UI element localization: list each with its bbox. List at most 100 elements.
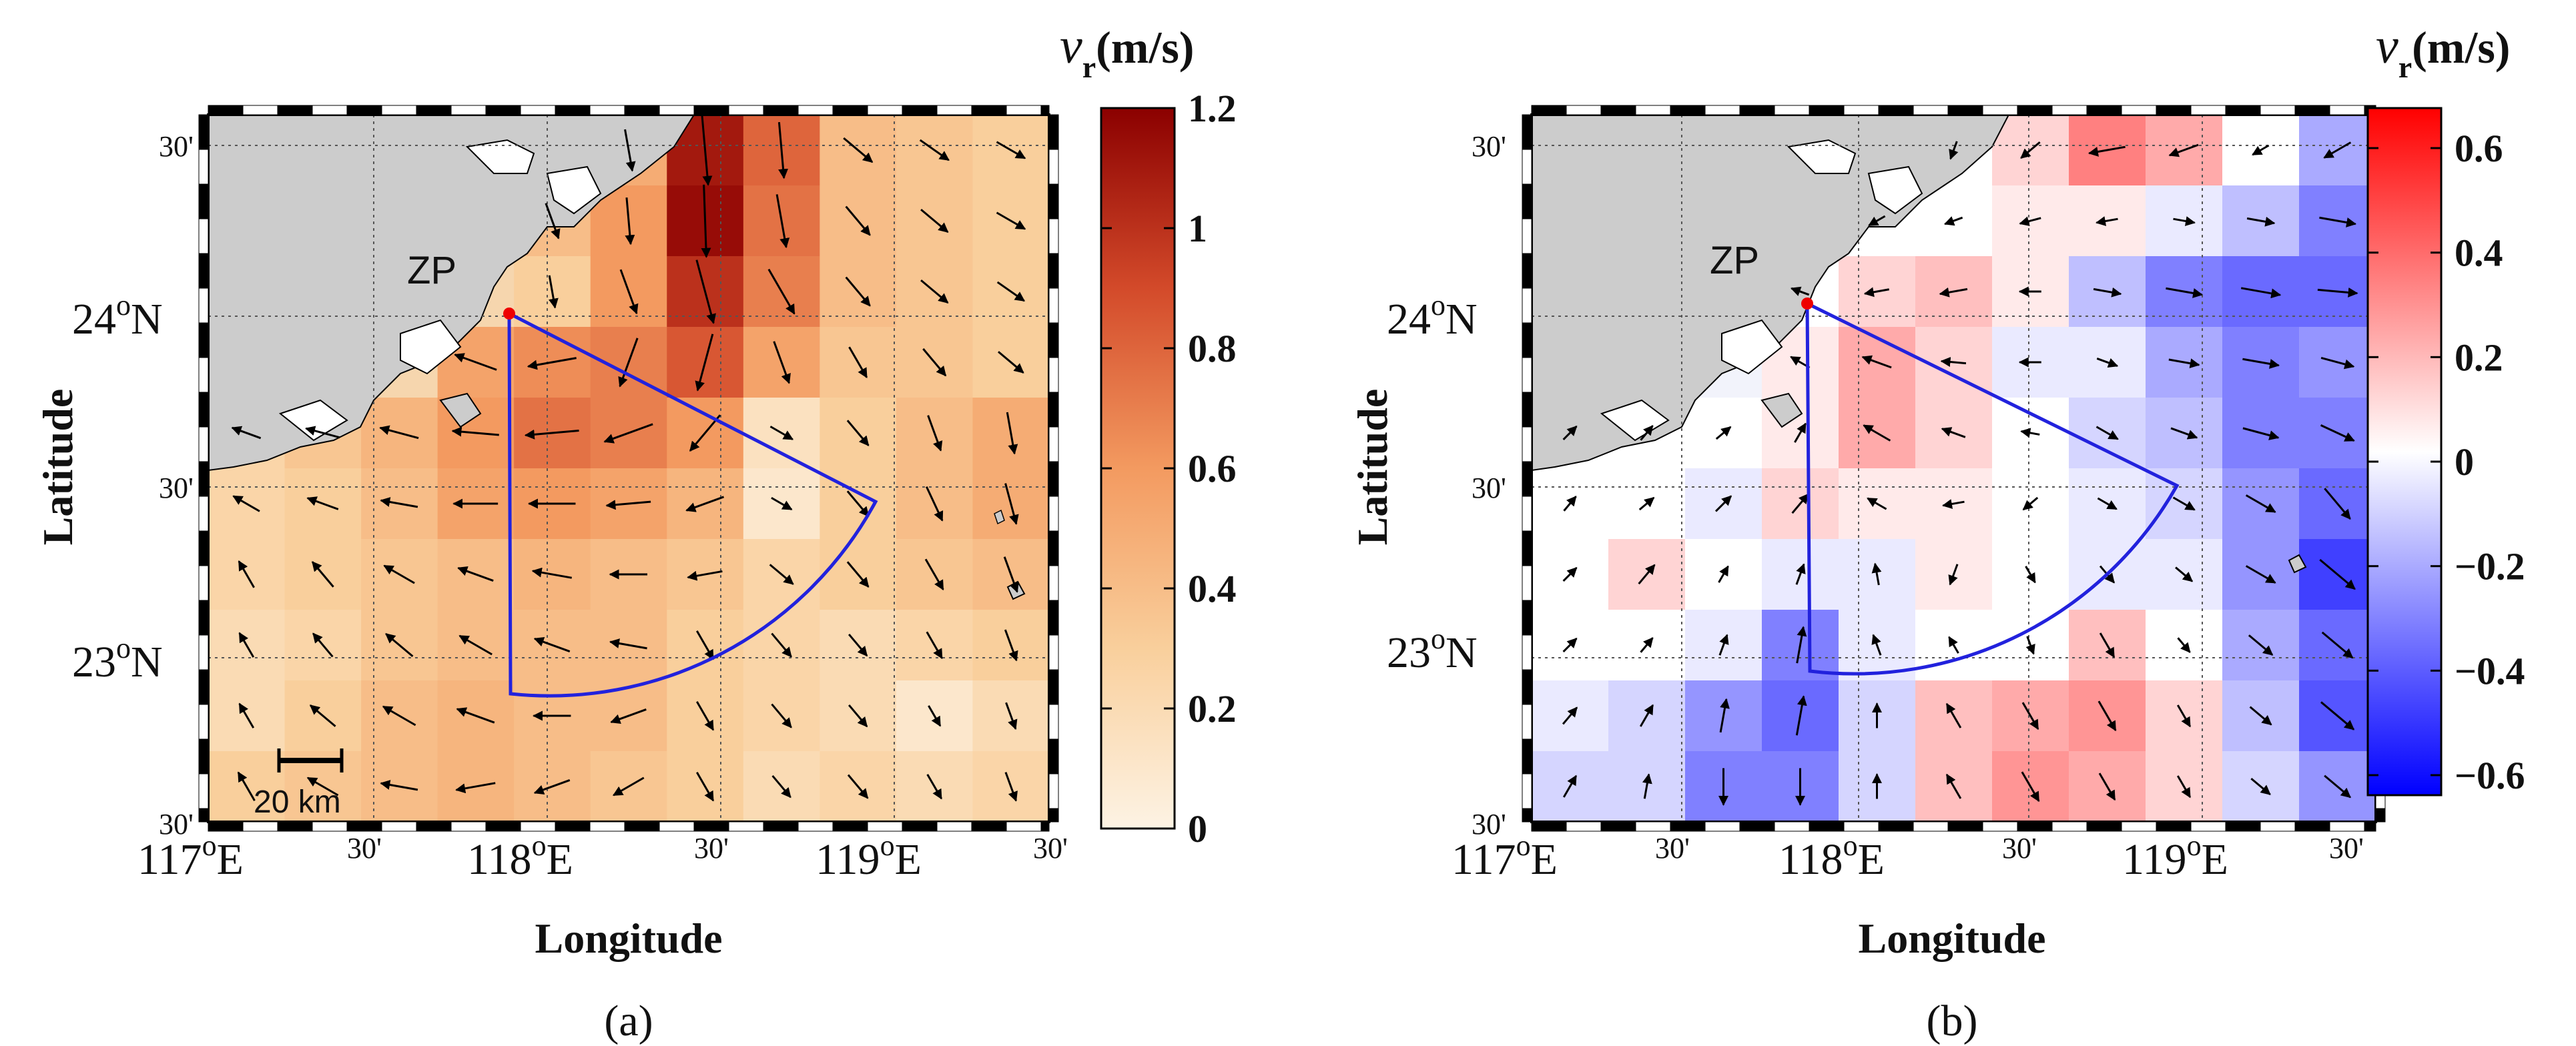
frame-segment — [1522, 149, 1532, 185]
current-vector — [1949, 141, 1959, 160]
radar-coverage-sector-a — [507, 310, 878, 698]
frame-segment — [1809, 821, 1845, 832]
frame-segment — [2121, 105, 2157, 115]
frame-segment — [1048, 288, 1059, 324]
lat-ticks-a: 30' 24oN 30' 23oN 30' — [72, 130, 194, 841]
frame-segment — [1048, 773, 1059, 809]
frame-segment — [763, 821, 799, 832]
frame-segment — [485, 105, 521, 115]
frame-segment — [1522, 322, 1532, 358]
frame-segment — [1048, 114, 1059, 150]
lat-tick-b-3: 30' — [1472, 472, 1506, 504]
lon-ticks-b: 117oE 30' 118oE 30' 119oE 30' — [1452, 829, 2364, 884]
frame-segment — [589, 821, 625, 832]
frame-segment — [763, 105, 799, 115]
map-b-frame — [1522, 105, 2386, 832]
current-vector — [925, 486, 944, 522]
frame-segment — [1522, 253, 1532, 289]
current-vector — [451, 426, 499, 437]
current-vector — [454, 353, 497, 371]
current-vector — [458, 634, 493, 656]
frame-segment — [2121, 821, 2157, 832]
current-vector — [238, 632, 255, 658]
current-vector — [919, 139, 950, 161]
frame-segment — [2294, 105, 2330, 115]
current-vector — [2321, 631, 2354, 659]
current-vector — [309, 704, 336, 727]
scale-bar-label-a: 20 km — [254, 784, 341, 820]
frame-segment — [867, 105, 903, 115]
frame-segment — [1522, 565, 1532, 601]
colorbar-b-bar — [2366, 107, 2443, 797]
current-vector — [2170, 427, 2198, 440]
frame-segment — [1522, 114, 1532, 150]
current-vector — [701, 184, 711, 258]
current-vector — [2250, 777, 2271, 796]
frame-segment — [198, 149, 209, 185]
current-vector — [1563, 496, 1577, 512]
current-vector — [306, 776, 339, 797]
current-vector — [1867, 497, 1887, 510]
current-vector — [846, 420, 870, 446]
current-vector — [237, 771, 256, 801]
current-vector — [2240, 287, 2282, 299]
current-vector — [996, 281, 1026, 302]
current-vector — [771, 496, 793, 511]
current-vector — [1790, 286, 1810, 296]
current-vector — [2098, 700, 2117, 732]
map-a-frame — [198, 105, 1059, 832]
current-vector — [1861, 355, 1892, 369]
frame-segment — [198, 496, 209, 532]
frame-segment — [1522, 461, 1532, 497]
frame-segment — [2017, 105, 2053, 115]
current-vector — [2176, 704, 2192, 728]
frame-segment — [485, 821, 521, 832]
lon-tick-a-6: 30' — [1033, 832, 1068, 865]
current-vector — [618, 338, 639, 388]
frame-segment — [728, 821, 764, 832]
current-vector — [767, 268, 795, 315]
frame-segment — [589, 105, 625, 115]
current-vector — [1562, 638, 1578, 652]
frame-segment — [2051, 105, 2087, 115]
current-vector — [1004, 629, 1018, 662]
current-vector — [1796, 626, 1807, 664]
colorbar-tick-label: 0.8 — [1188, 327, 1237, 370]
current-vector — [1868, 215, 1886, 227]
current-vector — [1718, 565, 1729, 583]
current-vector — [1941, 427, 1966, 438]
current-vector — [1871, 634, 1882, 656]
frame-segment — [1635, 821, 1671, 832]
current-vector — [695, 701, 715, 731]
caption-a: (a) — [604, 997, 653, 1045]
frame-segment — [1809, 105, 1845, 115]
current-vector — [531, 567, 573, 579]
current-vector — [311, 561, 334, 588]
current-vector — [2319, 216, 2357, 227]
current-vector — [383, 564, 415, 584]
ylabel-b: Latitude — [1349, 389, 1396, 546]
lon-tick-a-3: 118oE — [467, 829, 573, 884]
frame-segment — [198, 392, 209, 428]
frame-segment — [1913, 105, 1949, 115]
current-vector — [527, 357, 577, 370]
current-vector — [1948, 636, 1959, 654]
frame-segment — [728, 105, 764, 115]
station-zp-marker-a — [503, 308, 515, 320]
frame-segment — [1739, 105, 1775, 115]
current-vector — [1942, 499, 1965, 509]
current-vector — [2317, 287, 2358, 298]
current-vector — [1715, 426, 1732, 440]
frame-segment — [208, 105, 244, 115]
lon-tick-b-4: 30' — [2002, 832, 2037, 865]
current-vector — [2175, 566, 2194, 582]
frame-segment — [1739, 821, 1775, 832]
current-vector — [2248, 634, 2274, 656]
frame-segment — [1048, 808, 1059, 823]
frame-segment — [277, 105, 313, 115]
frame-segment — [1670, 105, 1706, 115]
current-vector — [610, 708, 647, 724]
frame-segment — [1522, 669, 1532, 705]
current-vector — [2093, 287, 2122, 298]
frame-segment — [902, 821, 938, 832]
